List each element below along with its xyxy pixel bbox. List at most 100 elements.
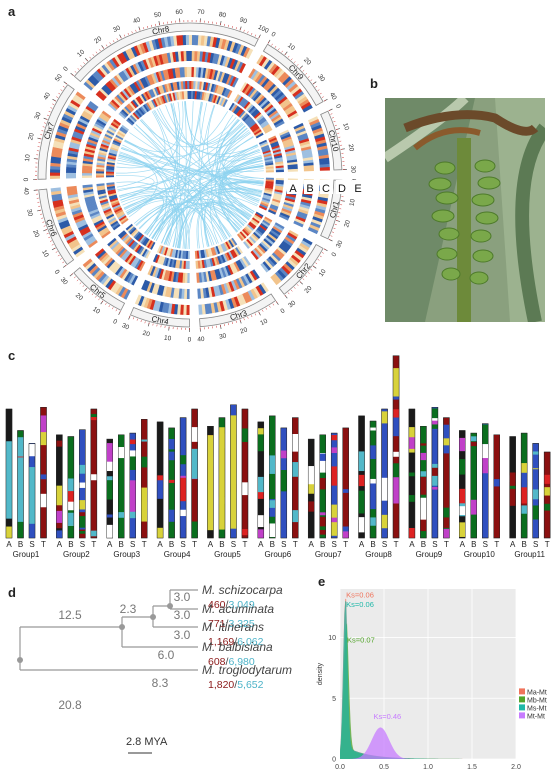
heatmap-cell [277, 71, 288, 82]
chromosome-segment [331, 504, 338, 526]
heatmap-cell [79, 226, 90, 234]
heatmap-cell [168, 83, 173, 92]
chromosome-segment [308, 481, 315, 494]
branch-length-label: 3.0 [174, 590, 191, 604]
heatmap-cell [187, 260, 190, 269]
heatmap-cell [74, 216, 85, 224]
heatmap-cell [293, 220, 304, 228]
heatmap-cell [273, 151, 282, 156]
heatmap-cell [282, 238, 293, 247]
heatmap-cell [135, 62, 143, 73]
heatmap-cell [263, 59, 273, 70]
heatmap-cell [311, 124, 322, 132]
heatmap-cell [106, 169, 115, 172]
heatmap-cell [154, 87, 160, 96]
heatmap-cell [274, 187, 284, 191]
heatmap-cell [272, 147, 281, 152]
heatmap-cell [99, 147, 108, 153]
heatmap-cell [244, 273, 253, 284]
heatmap-cell [227, 298, 235, 309]
heatmap-cell [224, 265, 232, 276]
heatmap-cell [302, 104, 313, 113]
heatmap-cell [279, 131, 291, 139]
chromosome-segment [241, 529, 248, 536]
heatmap-cell [314, 207, 326, 214]
synteny-link [168, 157, 263, 246]
heatmap-cell [82, 158, 94, 163]
heatmap-cell [64, 233, 76, 242]
heatmap-cell [299, 203, 310, 210]
heatmap-cell [303, 162, 314, 167]
heatmap-cell [260, 262, 269, 273]
tick-label: 30 [335, 239, 345, 249]
heatmap-cell [139, 94, 146, 103]
heatmap-cell [212, 286, 219, 297]
heatmap-cell [319, 157, 330, 163]
chromosome-segment [459, 506, 466, 516]
heatmap-cell [267, 83, 277, 94]
group-label: Group10 [464, 550, 496, 559]
heatmap-cell [132, 99, 139, 108]
branch-length-label: 8.3 [152, 676, 169, 690]
heatmap-cell [263, 238, 273, 247]
heatmap-cell [285, 234, 296, 243]
tick-label: 0 [270, 31, 277, 39]
heatmap-cell [66, 169, 77, 173]
tick-label: 10 [259, 318, 269, 328]
heatmap-cell [183, 51, 187, 62]
heatmap-cell [68, 196, 79, 202]
heatmap-cell [185, 260, 188, 269]
heatmap-cell [124, 252, 133, 263]
chromosome-segment [141, 439, 148, 442]
heatmap-cell [181, 288, 185, 299]
heatmap-cell [89, 74, 100, 85]
heatmap-cell [206, 68, 212, 79]
heatmap-cell [282, 140, 294, 147]
heatmap-cell [119, 268, 128, 279]
chromosome-segment [56, 485, 63, 506]
heatmap-cell [274, 222, 285, 230]
heatmap-cell [267, 209, 277, 215]
heatmap-cell [199, 288, 204, 299]
heatmap-cell [111, 143, 120, 149]
heatmap-cell [186, 67, 190, 78]
heatmap-cell [262, 148, 271, 153]
heatmap-cell [110, 262, 120, 273]
heatmap-cell [100, 274, 110, 285]
heatmap-cell [97, 116, 108, 125]
heatmap-cell [300, 143, 311, 149]
heatmap-cell [248, 121, 257, 129]
heatmap-cell [271, 200, 280, 206]
heatmap-cell [95, 92, 106, 101]
chromosome-segment [358, 517, 365, 523]
tick-label: 20 [302, 57, 312, 67]
heatmap-cell [265, 166, 274, 170]
heatmap-cell [211, 69, 216, 80]
heatmap-cell [101, 204, 110, 210]
heatmap-cell [191, 91, 194, 100]
heatmap-cell [285, 107, 296, 116]
heatmap-cell [260, 241, 270, 251]
heatmap-cell [297, 96, 308, 105]
heatmap-cell [246, 118, 254, 126]
bar-label: S [332, 540, 337, 549]
heatmap-cell [287, 110, 298, 118]
heatmap-cell [143, 238, 150, 247]
heatmap-cell [239, 294, 247, 305]
tick-label: 10 [318, 268, 328, 278]
panel-label-d: d [8, 585, 16, 600]
heatmap-cell [237, 109, 245, 117]
heatmap-cell [294, 125, 305, 132]
heatmap-cell [215, 245, 221, 255]
heatmap-cell [83, 193, 95, 198]
heatmap-cell [272, 273, 282, 284]
heatmap-cell [271, 65, 281, 76]
bar-label: S [432, 540, 437, 549]
synteny-link [141, 118, 263, 193]
tick-label: 30 [316, 73, 326, 83]
heatmap-cell [149, 241, 156, 250]
chromosome-segment [459, 459, 466, 475]
heatmap-cell [197, 91, 201, 100]
heatmap-cell [137, 234, 145, 242]
heatmap-cell [56, 128, 68, 135]
